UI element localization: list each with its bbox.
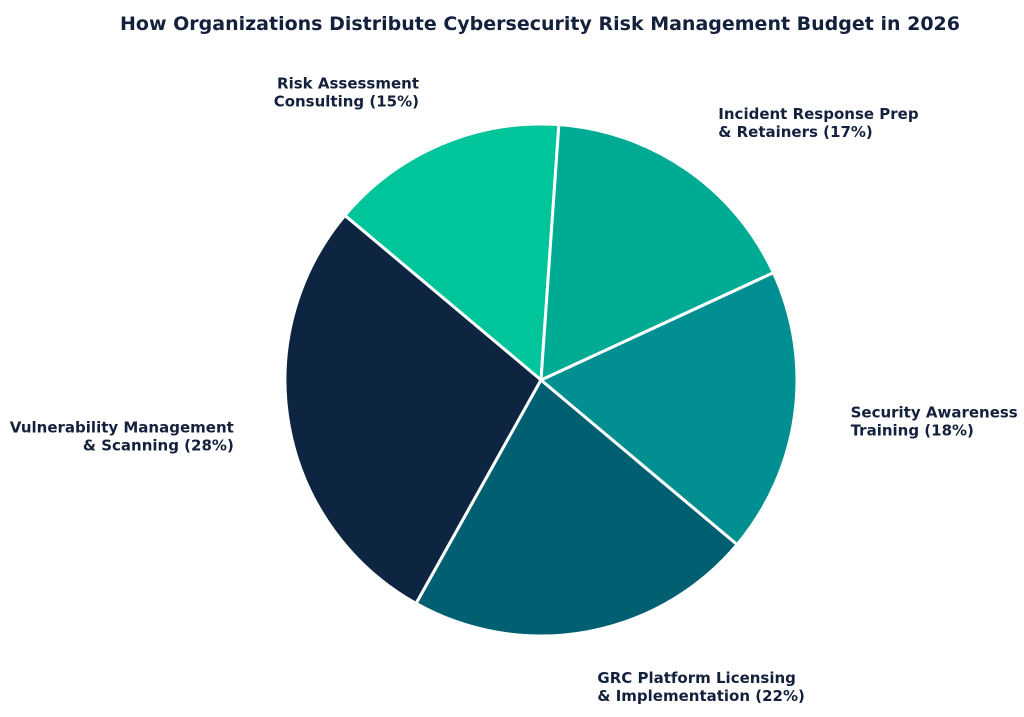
pie-slice-5	[539, 123, 776, 383]
pie-slice-3	[414, 377, 740, 638]
slice-labels: Risk Assessment Consulting (15%) Vulnerabi…	[10, 75, 1018, 706]
slice-label-line: & Implementation (22%)	[597, 687, 804, 705]
slice-label-line: GRC Platform Licensing	[597, 669, 796, 687]
slice-label-line: Consulting (15%)	[274, 93, 419, 111]
slice-label-2: Vulnerability Management & Scanning (28%)	[10, 418, 234, 454]
chart-title: How Organizations Distribute Cybersecuri…	[120, 13, 960, 35]
slice-label-line: & Retainers (17%)	[718, 123, 872, 141]
slice-label-line: Security Awareness	[851, 403, 1018, 421]
pie-slice-4	[538, 270, 799, 547]
slice-label-5: Incident Response Prep & Retainers (17%)	[718, 105, 919, 141]
slice-label-line: Vulnerability Management	[10, 418, 234, 436]
slice-label-3: GRC Platform Licensing & Implementation (…	[597, 669, 804, 705]
pie-slice-1	[342, 122, 561, 384]
pie-slice-2	[283, 213, 543, 606]
slice-label-line: Risk Assessment	[277, 75, 419, 93]
slice-label-line: & Scanning (28%)	[83, 436, 234, 454]
slice-label-line: Incident Response Prep	[718, 105, 919, 123]
slice-label-4: Security Awareness Training (18%)	[851, 403, 1018, 439]
slice-label-1: Risk Assessment Consulting (15%)	[274, 75, 419, 111]
slice-label-line: Training (18%)	[851, 421, 974, 439]
pie-slices	[283, 122, 799, 638]
